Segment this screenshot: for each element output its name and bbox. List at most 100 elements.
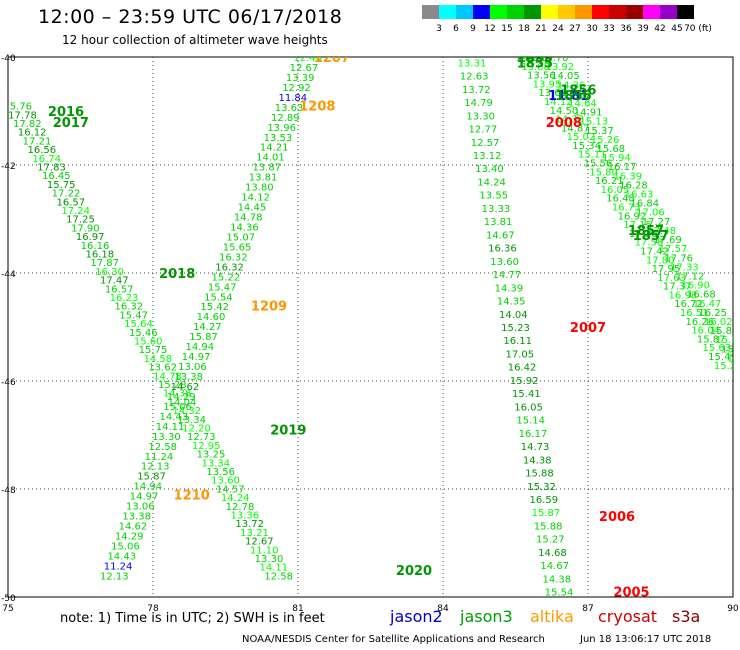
swh-value: 13.36 <box>231 511 260 522</box>
satellite-jason3: jason3 <box>460 607 513 626</box>
swh-value: 13.40 <box>475 164 504 175</box>
x-tick-label: 87 <box>582 604 593 614</box>
swh-value: 17.21 <box>23 136 52 147</box>
swh-value: 15.02 <box>567 132 596 143</box>
color-swatch <box>541 5 558 19</box>
swh-value: 13.68 <box>538 88 567 99</box>
time-label: 2019 <box>270 424 306 439</box>
swh-value: 13.30 <box>152 432 181 443</box>
swh-value: 15.60 <box>134 337 163 348</box>
swh-value: 16.57 <box>105 284 134 295</box>
swh-value: 13.30 <box>255 554 284 565</box>
swh-value: 17.42 <box>640 246 669 257</box>
swh-value: 14.27 <box>193 322 222 333</box>
swh-value: 12.77 <box>469 125 498 136</box>
swh-value: 13.81 <box>484 217 513 228</box>
swh-value: 15.49 <box>708 352 737 363</box>
swh-value: 15.22 <box>714 361 740 372</box>
swh-value: 15.54 <box>545 588 574 599</box>
swh-value: 16.23 <box>110 293 139 304</box>
swh-value: 14.38 <box>543 574 572 585</box>
color-swatch <box>643 5 660 19</box>
color-scale-label: 42 <box>654 24 666 34</box>
swh-value: 14.67 <box>486 230 515 241</box>
x-tick-label: 75 <box>2 604 13 614</box>
color-scale-label: 3 <box>436 24 442 34</box>
swh-value: 15.75 <box>139 345 168 356</box>
x-tick-label: 84 <box>437 604 449 614</box>
swh-value: 15.63 <box>703 343 732 354</box>
swh-value: 14.11 <box>260 563 289 574</box>
y-tick-label: -48 <box>1 486 16 496</box>
color-scale-label: 30 <box>586 24 598 34</box>
swh-value: 17.15 <box>623 220 652 231</box>
swh-value: 13.56 <box>206 467 235 478</box>
footer-note: note: 1) Time is in UTC; 2) SWH is in fe… <box>60 611 325 626</box>
swh-value: 16.05 <box>514 402 543 413</box>
swh-value: 16.12 <box>18 128 47 139</box>
time-label: 2007 <box>570 321 606 336</box>
color-scale-label: 27 <box>569 24 581 34</box>
time-label: 2020 <box>396 564 432 579</box>
swh-value: 15.42 <box>200 302 229 313</box>
swh-value: 13.31 <box>458 58 487 69</box>
swh-value: 15.94 <box>602 153 631 164</box>
swh-value: 14.04 <box>499 310 528 321</box>
swh-value: 13.53 <box>264 133 293 144</box>
color-swatch <box>626 5 643 19</box>
swh-value: 13.21 <box>240 528 269 539</box>
swh-value: 14.78 <box>234 213 263 224</box>
swh-value: 13.60 <box>490 257 519 268</box>
swh-value: 11.24 <box>104 561 133 572</box>
swh-value: 13.56 <box>527 71 556 82</box>
swh-value: 16.21 <box>595 176 624 187</box>
swh-value: 14.79 <box>464 98 493 109</box>
x-tick-label: 81 <box>292 604 303 614</box>
y-tick-label: -40 <box>1 54 16 64</box>
swh-value: 17.33 <box>670 262 699 273</box>
color-scale-label: 12 <box>484 24 496 34</box>
color-swatch <box>439 5 456 19</box>
swh-value: 13.38 <box>174 372 203 383</box>
swh-value: 17.24 <box>61 206 90 217</box>
swh-value: 15.81 <box>710 326 739 337</box>
color-swatch <box>473 5 490 19</box>
swh-value: 15.37 <box>585 126 614 137</box>
credit-line: NOAA/NESDIS Center for Satellite Applica… <box>242 634 545 645</box>
swh-value: 15.88 <box>534 521 563 532</box>
swh-value: 15.56 <box>584 159 613 170</box>
swh-value: 14.43 <box>160 412 189 423</box>
swh-value: 16.47 <box>693 299 722 310</box>
swh-value: 16.32 <box>219 252 248 263</box>
satellite-cryosat: cryosat <box>598 607 658 626</box>
time-label: 1208 <box>299 100 335 115</box>
time-label: 2017 <box>53 116 89 131</box>
time-label: 2008 <box>546 116 582 131</box>
swh-value: 15.75 <box>47 180 76 191</box>
swh-value: 17.22 <box>52 189 81 200</box>
swh-value: 14.78 <box>153 371 182 382</box>
swh-value: 15.64 <box>124 319 153 330</box>
swh-value: 14.05 <box>551 71 580 82</box>
swh-value: 13.70 <box>540 53 569 64</box>
swh-value: 16.04 <box>691 326 720 337</box>
swh-value: 16.32 <box>115 302 144 313</box>
swh-value: 14.45 <box>238 203 267 214</box>
color-swatch <box>456 5 473 19</box>
color-swatch <box>660 5 677 19</box>
swh-value: 15.46 <box>129 328 158 339</box>
swh-value: 17.80 <box>646 255 675 266</box>
swh-value: 17.05 <box>506 349 535 360</box>
swh-value: 15.88 <box>525 469 554 480</box>
swh-value: 16.05 <box>601 185 630 196</box>
swh-value: 15.39 <box>721 344 740 355</box>
swh-value: 17.48 <box>647 226 676 237</box>
swh-value: 16.68 <box>687 290 716 301</box>
swh-value: 15.18 <box>727 353 740 364</box>
swh-value: 12.67 <box>290 63 319 74</box>
swh-value: 17.83 <box>37 163 66 174</box>
swh-value: 11.84 <box>278 93 307 104</box>
swh-value: 16.16 <box>81 241 110 252</box>
swh-value: 13.96 <box>267 123 296 134</box>
swh-value: 17.76 <box>664 253 693 264</box>
